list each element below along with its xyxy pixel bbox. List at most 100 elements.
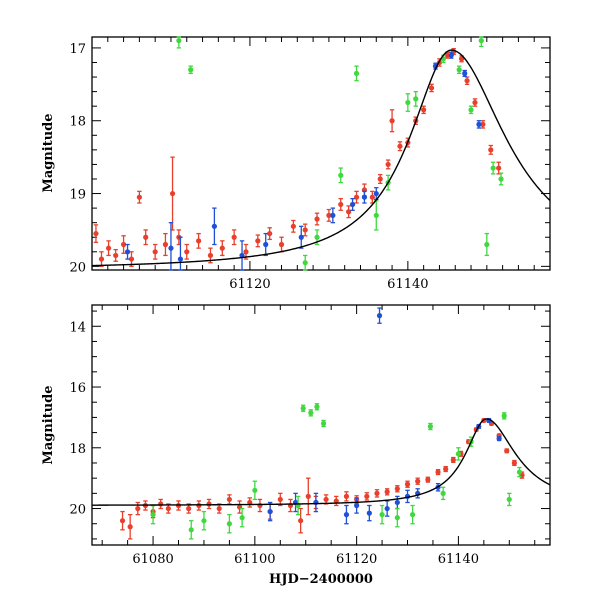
bottom-red-data-point [323, 494, 329, 505]
top-red-data-point [290, 219, 296, 233]
top-blue-data-point [239, 240, 245, 271]
top-red-data-point [219, 240, 225, 257]
top-green-data-point [176, 36, 182, 49]
top-y-tick-label: 18 [69, 115, 86, 130]
bottom-green-data-point [410, 504, 416, 525]
bottom-blue-data-point [267, 501, 273, 522]
bottom-red-data-point [504, 448, 510, 454]
bottom-red-data-point [374, 489, 380, 498]
bottom-green-data-point [150, 504, 156, 525]
bottom-blue-data-point [384, 500, 390, 517]
bottom-blue-data-point [496, 436, 502, 442]
top-green-data-point [353, 65, 360, 82]
bottom-blue-data-point [376, 307, 383, 324]
top-red-data-point [314, 212, 320, 226]
top-panel: 61120 61140 17 18 19 20 Magnitude [41, 36, 551, 292]
top-red-data-point [207, 247, 214, 264]
top-red-data-point [421, 105, 427, 115]
bottom-x-tick-label: 61140 [438, 552, 479, 567]
bottom-red-data-point [425, 476, 431, 483]
bottom-y-tick-label: 18 [69, 442, 86, 457]
top-red-data-point [377, 173, 383, 185]
top-red-data-point [397, 141, 403, 152]
top-red-data-point [338, 197, 344, 211]
bottom-red-data-point [404, 480, 411, 488]
bottom-blue-data-point [366, 504, 372, 522]
top-red-data-point [428, 83, 435, 93]
bottom-red-data-point [384, 488, 390, 496]
bottom-red-data-point [333, 495, 339, 507]
top-red-data-point [278, 236, 285, 253]
bottom-green-data-point [314, 403, 320, 411]
bottom-red-data-point [158, 498, 164, 510]
bottom-green-data-point [501, 412, 507, 420]
bottom-blue-data-point [343, 504, 350, 525]
bottom-green-data-point [516, 466, 523, 478]
bottom-green-data-point [440, 486, 446, 501]
bottom-axis-ticks [92, 305, 550, 545]
top-red-data-point [267, 227, 273, 241]
bottom-green-data-point [506, 492, 512, 507]
bottom-red-data-point [305, 477, 311, 516]
bottom-y-tick-label: 20 [69, 503, 86, 518]
bottom-red-data-point [364, 492, 370, 501]
top-green-data-point [338, 167, 344, 184]
top-green-data-point [188, 65, 194, 75]
top-green-data-point [498, 172, 504, 186]
top-red-data-point [169, 156, 176, 231]
bottom-red-data-point [119, 510, 126, 531]
bottom-blue-data-point [354, 497, 360, 514]
bottom-panel: 61080 61100 61120 61140 14 16 18 20 Magnitude [41, 304, 551, 567]
top-red-data-point [385, 159, 391, 170]
bottom-red-data-point [226, 494, 232, 505]
top-blue-data-point [177, 236, 184, 271]
top-y-tick-label: 17 [69, 42, 86, 57]
top-y-axis-label: Magnitude [41, 113, 56, 192]
top-red-data-point [353, 190, 360, 204]
bottom-blue-data-point [415, 488, 421, 499]
top-blue-data-point [263, 232, 269, 257]
top-green-data-point [413, 90, 419, 107]
bottom-model-curve [92, 418, 551, 506]
top-blue-data-point [124, 243, 131, 260]
top-red-data-point [152, 243, 158, 260]
bottom-red-data-point [298, 507, 304, 534]
bottom-green-data-point [300, 404, 306, 412]
bottom-green-data-point [320, 419, 327, 428]
top-blue-data-point [168, 222, 174, 271]
bottom-red-data-point [216, 503, 222, 514]
top-blue-data-point [448, 51, 454, 59]
bottom-green-data-point [379, 504, 385, 525]
top-green-data-point [478, 36, 484, 48]
bottom-red-data-point [127, 513, 133, 540]
bottom-red-data-point [443, 465, 449, 473]
top-blue-data-point [211, 207, 217, 246]
bottom-green-data-point [427, 422, 434, 431]
bottom-x-tick-label: 61080 [132, 552, 173, 567]
top-red-data-point [120, 235, 127, 254]
bottom-x-tick-label: 61100 [234, 552, 275, 567]
top-y-tick-label: 19 [69, 188, 86, 203]
bottom-red-data-point [247, 497, 253, 508]
bottom-red-data-point [450, 456, 456, 464]
top-red-data-point [113, 248, 119, 262]
top-x-tick-label: 61140 [387, 277, 428, 292]
top-green-data-point [302, 254, 308, 271]
bottom-plot-frame [91, 304, 551, 546]
top-red-data-point [136, 190, 142, 204]
top-red-data-point [496, 161, 502, 175]
top-blue-data-point [361, 190, 368, 204]
bottom-red-data-point [394, 485, 400, 493]
bottom-tick-labels: 61080 61100 61120 61140 14 16 18 20 [69, 320, 479, 567]
top-red-data-point [480, 120, 486, 129]
bottom-red-data-point [511, 459, 517, 467]
top-red-data-point [464, 76, 470, 85]
bottom-green-data-point [308, 409, 314, 417]
top-model-curve [91, 49, 551, 267]
bottom-y-tick-label: 14 [69, 320, 86, 335]
top-red-data-point [98, 251, 105, 268]
bottom-x-tick-label: 61120 [336, 552, 377, 567]
top-red-data-point [93, 224, 99, 243]
top-red-data-point [326, 208, 332, 222]
